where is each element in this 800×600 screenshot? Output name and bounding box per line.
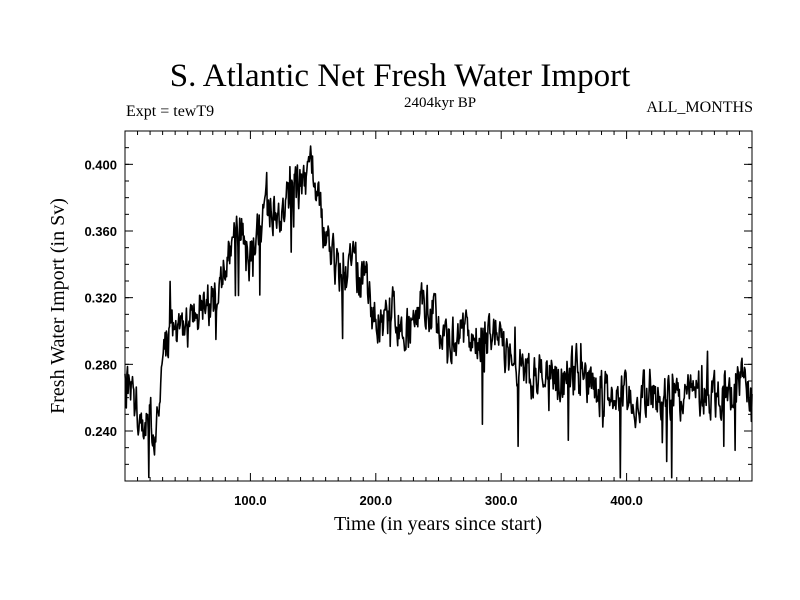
series-group (124, 145, 753, 479)
experiment-label: Expt = tewT9 (126, 103, 215, 120)
x-tick-label: 400.0 (610, 493, 643, 508)
chart-subtitle: 2404kyr BP (403, 95, 477, 111)
x-axis-label: Time (in years since start) (334, 513, 542, 535)
y-tick-label: 0.400 (84, 157, 117, 172)
chart-title: S. Atlantic Net Fresh Water Import (169, 58, 631, 94)
y-tick-label: 0.280 (84, 357, 117, 372)
y-axis-ticks: 0.240 0.280 0.320 0.360 0.400 (84, 147, 752, 465)
months-label: ALL_MONTHS (646, 99, 753, 116)
x-axis-ticks: 100.0 200.0 300.0 400.0 (137, 131, 740, 508)
series-line (124, 145, 753, 479)
x-tick-label: 200.0 (360, 493, 393, 508)
y-tick-label: 0.360 (84, 224, 117, 239)
x-tick-label: 300.0 (485, 493, 518, 508)
y-tick-label: 0.240 (84, 424, 117, 439)
y-axis-label: Fresh Water Import (in Sv) (47, 198, 69, 414)
plot-frame (124, 130, 753, 482)
y-tick-label: 0.320 (84, 291, 117, 306)
x-tick-label: 100.0 (234, 493, 267, 508)
